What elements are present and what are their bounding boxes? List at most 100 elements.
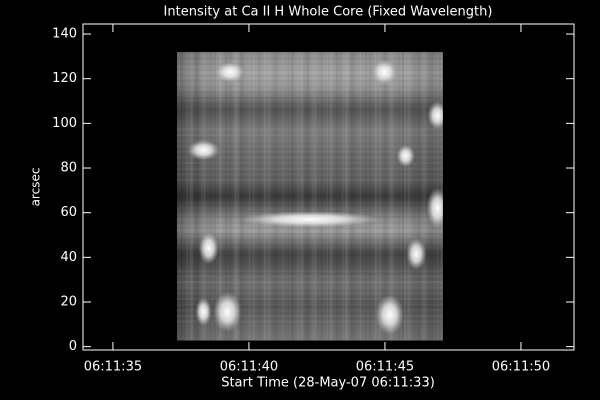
image-texture bbox=[176, 238, 443, 241]
image-texture bbox=[176, 309, 443, 312]
image-texture bbox=[243, 51, 245, 341]
x-tick-label: 06:11:45 bbox=[356, 360, 414, 375]
image-texture bbox=[344, 51, 349, 341]
image-texture bbox=[287, 51, 290, 341]
y-tick-label: 120 bbox=[52, 71, 77, 86]
image-texture bbox=[176, 102, 443, 105]
image-texture bbox=[233, 51, 238, 341]
image-texture bbox=[176, 150, 443, 153]
image-texture bbox=[213, 51, 216, 341]
x-tick-label: 06:11:35 bbox=[84, 360, 142, 375]
image-texture bbox=[272, 51, 277, 341]
image-texture bbox=[176, 281, 443, 284]
image-texture bbox=[176, 133, 443, 136]
image-texture bbox=[176, 232, 443, 235]
image-shade bbox=[176, 51, 443, 341]
image-texture bbox=[392, 51, 395, 341]
image-texture bbox=[291, 51, 294, 341]
image-texture bbox=[186, 51, 189, 341]
image-texture bbox=[176, 298, 443, 301]
image-texture bbox=[176, 162, 443, 165]
image-texture bbox=[320, 51, 323, 341]
image-texture bbox=[404, 51, 406, 341]
image-texture bbox=[176, 57, 443, 60]
plot-frame bbox=[82, 23, 575, 351]
image-texture bbox=[176, 303, 443, 306]
image-texture bbox=[407, 51, 411, 341]
image-texture bbox=[209, 51, 212, 341]
image-texture bbox=[176, 156, 443, 159]
image-texture bbox=[305, 51, 310, 341]
y-axis-label: arcsec bbox=[29, 168, 43, 207]
y-tick-label: 40 bbox=[60, 250, 77, 265]
image-texture bbox=[276, 51, 278, 341]
image-texture bbox=[176, 275, 443, 278]
image-texture bbox=[398, 51, 400, 341]
image-texture bbox=[176, 74, 443, 77]
image-texture bbox=[216, 62, 245, 83]
image-texture bbox=[176, 314, 443, 317]
image-texture bbox=[311, 51, 316, 341]
image-texture bbox=[189, 51, 194, 341]
image-texture bbox=[368, 51, 372, 341]
image-texture bbox=[350, 51, 354, 341]
image-texture bbox=[300, 51, 304, 341]
image-texture bbox=[296, 51, 300, 341]
image-texture bbox=[176, 96, 443, 99]
image-texture bbox=[219, 51, 222, 341]
image-texture bbox=[237, 51, 239, 341]
image-texture bbox=[375, 294, 404, 335]
image-texture bbox=[377, 51, 382, 341]
y-tick-label: 60 bbox=[60, 205, 77, 220]
image-texture bbox=[239, 211, 380, 228]
image-texture bbox=[176, 320, 443, 323]
image-texture bbox=[187, 140, 220, 161]
image-texture bbox=[413, 51, 416, 341]
y-tick-label: 0 bbox=[69, 339, 77, 354]
y-tick-label: 140 bbox=[52, 27, 77, 42]
image-texture bbox=[198, 232, 219, 265]
image-texture bbox=[176, 179, 443, 182]
image-texture bbox=[200, 51, 205, 341]
image-texture bbox=[239, 51, 244, 341]
image-texture bbox=[339, 51, 343, 341]
image-texture bbox=[176, 249, 443, 252]
image-texture bbox=[422, 51, 426, 341]
image-texture bbox=[341, 51, 344, 341]
image-texture bbox=[176, 227, 443, 230]
image-texture bbox=[228, 51, 232, 341]
image-texture bbox=[426, 187, 443, 228]
image-texture bbox=[374, 51, 377, 341]
image-texture bbox=[427, 101, 443, 130]
image-texture bbox=[267, 51, 271, 341]
y-tick-label: 100 bbox=[52, 116, 77, 131]
image-texture bbox=[176, 244, 443, 247]
image-texture bbox=[248, 51, 251, 341]
image-texture bbox=[353, 51, 356, 341]
image-texture bbox=[176, 199, 443, 202]
image-texture bbox=[176, 139, 443, 142]
image-texture bbox=[365, 51, 367, 341]
image-texture bbox=[176, 91, 443, 94]
x-tick-label: 06:11:50 bbox=[492, 360, 550, 375]
image-texture bbox=[176, 68, 443, 71]
image-texture bbox=[176, 63, 443, 66]
image-texture bbox=[195, 297, 212, 326]
image-texture bbox=[176, 85, 443, 88]
image-texture bbox=[180, 51, 183, 341]
image-texture bbox=[176, 286, 443, 289]
image-texture bbox=[176, 173, 443, 176]
x-tick-label: 06:11:40 bbox=[220, 360, 278, 375]
image-texture bbox=[383, 51, 388, 341]
image-texture bbox=[213, 291, 242, 332]
y-tick-label: 80 bbox=[60, 161, 77, 176]
image-texture bbox=[389, 51, 393, 341]
image-texture bbox=[406, 238, 427, 271]
image-texture bbox=[176, 204, 443, 207]
image-texture bbox=[176, 51, 179, 341]
image-texture bbox=[401, 51, 405, 341]
image-layer bbox=[176, 51, 443, 341]
image-texture bbox=[176, 210, 443, 213]
